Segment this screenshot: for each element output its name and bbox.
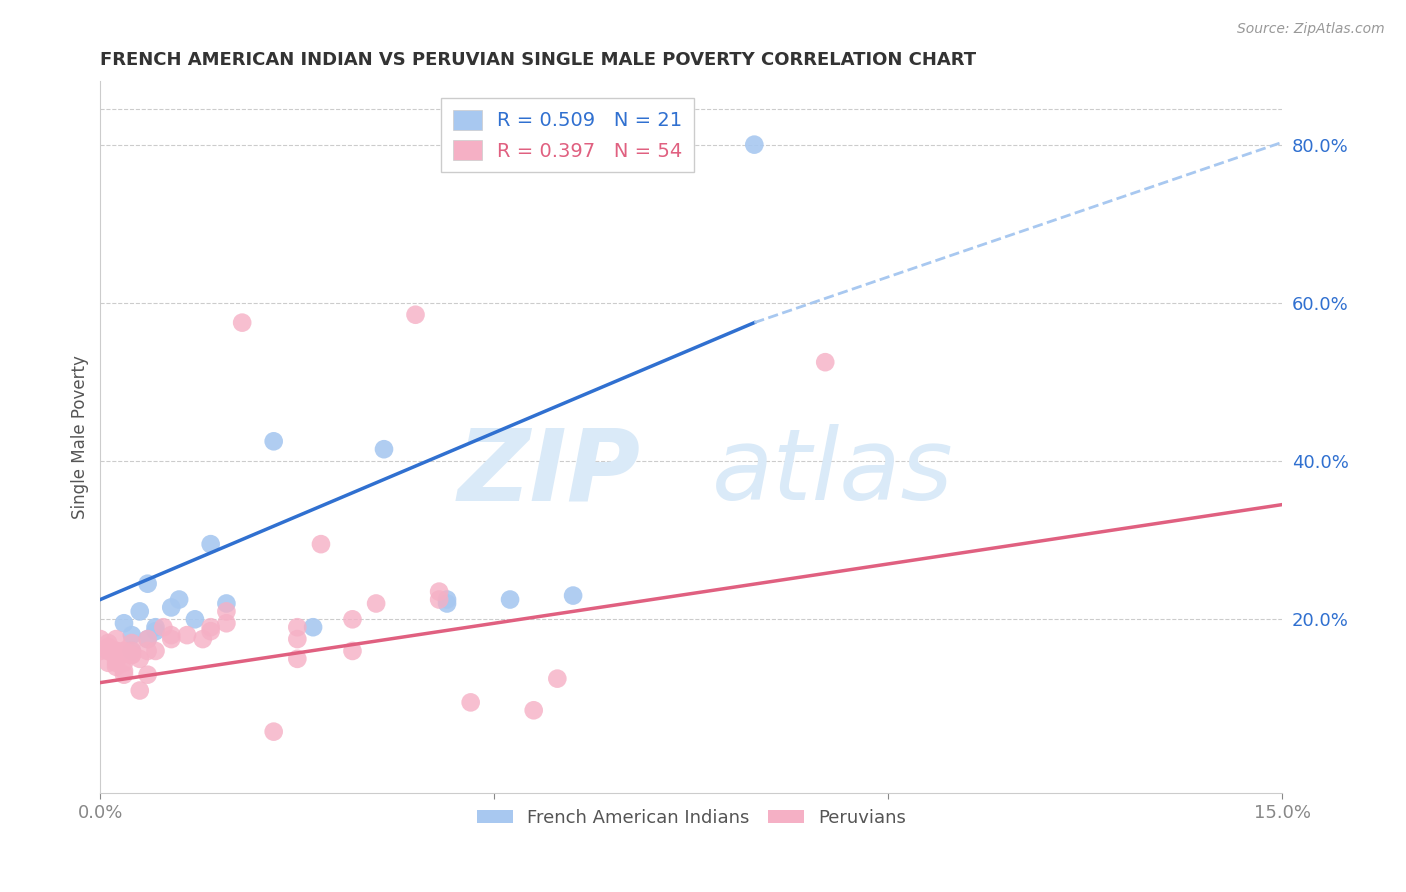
Point [523,703,546,717]
Point [97,636,120,650]
Point [215,597,238,611]
Point [121,628,143,642]
Point [105,648,128,662]
Point [285,652,308,666]
Point [97,644,120,658]
Point [427,584,450,599]
Point [105,632,128,646]
Point [231,316,253,330]
Point [200,620,222,634]
Point [112,644,135,658]
Point [136,632,159,646]
Point [97,656,120,670]
Point [136,644,159,658]
Point [105,652,128,666]
Point [744,137,766,152]
Text: FRENCH AMERICAN INDIAN VS PERUVIAN SINGLE MALE POVERTY CORRELATION CHART: FRENCH AMERICAN INDIAN VS PERUVIAN SINGL… [100,51,977,69]
Point [136,632,159,646]
Point [263,724,285,739]
Point [366,597,388,611]
Point [89,632,111,646]
Point [309,537,332,551]
Point [160,600,183,615]
Point [436,597,458,611]
Point [302,620,325,634]
Point [145,644,167,658]
Point [215,604,238,618]
Point [136,576,159,591]
Point [105,644,128,658]
Point [128,652,150,666]
Point [285,632,308,646]
Text: Source: ZipAtlas.com: Source: ZipAtlas.com [1237,22,1385,37]
Point [342,644,364,658]
Point [427,592,450,607]
Point [191,632,214,646]
Point [145,620,167,634]
Point [200,537,222,551]
Point [112,644,135,658]
Point [112,664,135,678]
Y-axis label: Single Male Poverty: Single Male Poverty [72,355,89,519]
Point [200,624,222,639]
Point [546,672,568,686]
Point [105,656,128,670]
Point [499,592,522,607]
Point [160,632,183,646]
Point [121,648,143,662]
Point [121,636,143,650]
Point [373,442,395,457]
Point [97,644,120,658]
Point [136,667,159,681]
Point [145,624,167,639]
Point [128,683,150,698]
Point [128,604,150,618]
Point [562,589,585,603]
Point [89,644,111,658]
Point [263,434,285,449]
Point [176,628,198,642]
Point [184,612,207,626]
Point [121,644,143,658]
Point [105,660,128,674]
Point [342,612,364,626]
Point [215,616,238,631]
Point [121,644,143,658]
Text: atlas: atlas [713,425,953,522]
Point [814,355,837,369]
Point [152,620,174,634]
Point [112,616,135,631]
Point [167,592,190,607]
Point [160,628,183,642]
Point [112,656,135,670]
Point [112,667,135,681]
Point [460,695,482,709]
Point [405,308,427,322]
Point [285,620,308,634]
Point [97,640,120,654]
Text: ZIP: ZIP [458,425,641,522]
Point [105,644,128,658]
Point [436,592,458,607]
Point [121,648,143,662]
Legend: French American Indians, Peruvians: French American Indians, Peruvians [470,802,914,834]
